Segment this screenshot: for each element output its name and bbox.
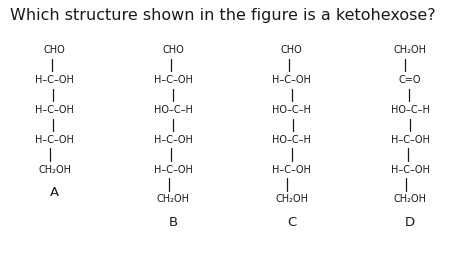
Text: C=O: C=O: [399, 75, 421, 85]
Text: H–C–OH: H–C–OH: [272, 75, 311, 85]
Text: H–C–OH: H–C–OH: [35, 105, 74, 115]
Text: H–C–OH: H–C–OH: [154, 75, 192, 85]
Text: H–C–OH: H–C–OH: [391, 135, 429, 145]
Text: HO–C–H: HO–C–H: [154, 105, 192, 115]
Text: H–C–OH: H–C–OH: [154, 165, 192, 175]
Text: H–C–OH: H–C–OH: [35, 135, 74, 145]
Text: CHO: CHO: [281, 45, 302, 55]
Text: D: D: [405, 216, 415, 229]
Text: CHO: CHO: [44, 45, 65, 55]
Text: HO–C–H: HO–C–H: [272, 105, 311, 115]
Text: HO–C–H: HO–C–H: [272, 135, 311, 145]
Text: H–C–OH: H–C–OH: [272, 165, 311, 175]
Text: A: A: [50, 186, 59, 199]
Text: C: C: [287, 216, 296, 229]
Text: Which structure shown in the figure is a ketohexose?: Which structure shown in the figure is a…: [10, 8, 436, 23]
Text: CH₂OH: CH₂OH: [393, 45, 427, 55]
Text: CH₂OH: CH₂OH: [275, 194, 308, 204]
Text: H–C–OH: H–C–OH: [391, 165, 429, 175]
Text: CH₂OH: CH₂OH: [156, 194, 190, 204]
Text: B: B: [168, 216, 178, 229]
Text: HO–C–H: HO–C–H: [391, 105, 429, 115]
Text: CH₂OH: CH₂OH: [38, 165, 71, 175]
Text: CH₂OH: CH₂OH: [393, 194, 427, 204]
Text: CHO: CHO: [162, 45, 184, 55]
Text: H–C–OH: H–C–OH: [35, 75, 74, 85]
Text: H–C–OH: H–C–OH: [154, 135, 192, 145]
